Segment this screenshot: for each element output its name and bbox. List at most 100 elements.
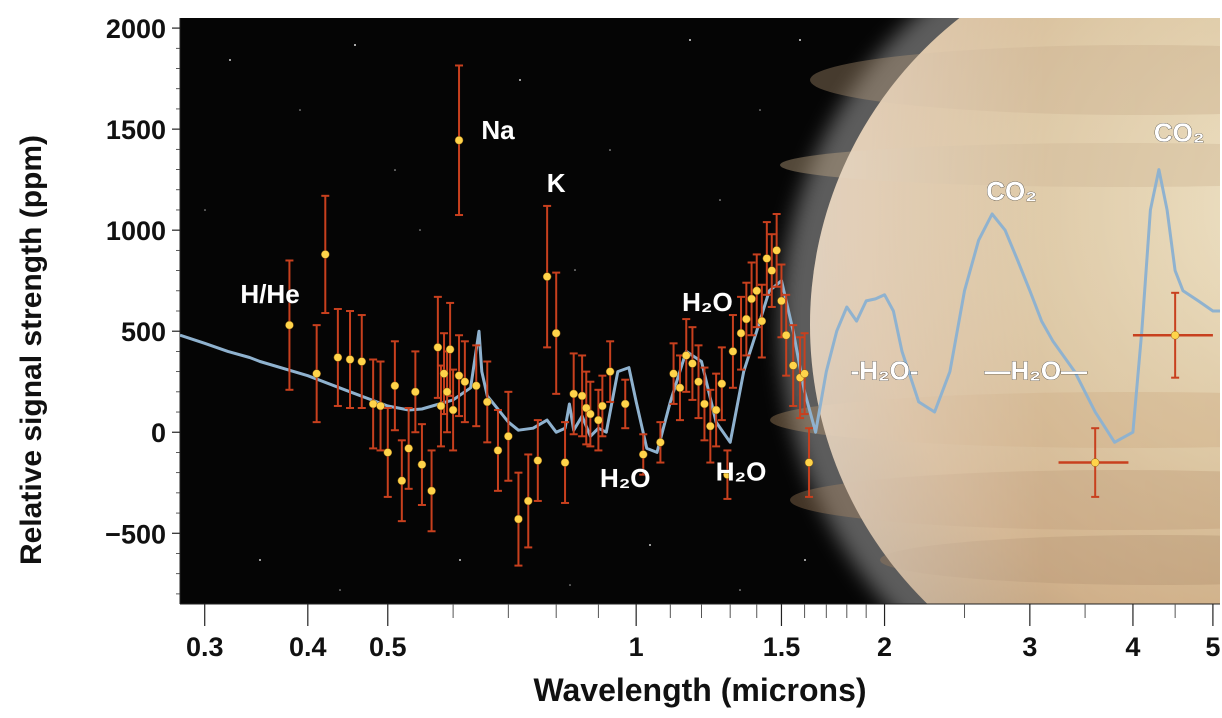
- data-point: [533, 456, 543, 465]
- data-point: [357, 357, 367, 366]
- data-point: [577, 391, 587, 401]
- model-spectrum: [180, 168, 1220, 454]
- data-point: [404, 444, 413, 453]
- y-tick-label: 1500: [106, 115, 166, 145]
- data-point: [762, 254, 772, 263]
- annotation-h2o-band1: -H₂O-: [851, 356, 919, 386]
- data-point: [333, 353, 343, 362]
- data-point: [688, 359, 697, 368]
- data-point: [442, 387, 452, 397]
- data-point: [454, 371, 464, 380]
- x-tick-label: 1.5: [763, 632, 801, 662]
- data-point: [471, 381, 481, 391]
- data-point: [445, 345, 455, 354]
- x-tick-label: 0.4: [289, 632, 327, 662]
- annotation-h2o-mid: H₂O: [682, 287, 733, 317]
- data-point: [706, 421, 715, 431]
- y-tick-label: 0: [151, 418, 166, 448]
- data-point: [504, 432, 513, 441]
- annotation-co2-2: CO₂: [1154, 117, 1205, 147]
- data-point: [1090, 458, 1100, 467]
- data-point: [560, 458, 570, 467]
- y-tick-label: −500: [105, 519, 166, 549]
- data-point: [800, 369, 809, 378]
- x-tick-label: 1: [629, 632, 644, 662]
- data-point: [717, 379, 727, 388]
- y-tick-label: 500: [121, 317, 166, 347]
- data-point: [586, 409, 595, 419]
- annotation-h2o-band2: —H₂O—: [984, 356, 1087, 386]
- data-point: [781, 330, 791, 340]
- data-point: [669, 369, 678, 378]
- data-point: [694, 377, 703, 386]
- data-point: [397, 476, 407, 485]
- y-tick-label: 1000: [106, 216, 166, 246]
- y-tick-label: 2000: [106, 14, 166, 44]
- data-point: [605, 367, 615, 376]
- annotation-hhe: H/He: [240, 279, 299, 309]
- model-spectrum-line: [180, 168, 1220, 454]
- data-point: [700, 399, 709, 409]
- data-point: [752, 286, 761, 296]
- data-point: [460, 377, 470, 386]
- y-axis-title-text: Relative signal strength (ppm): [15, 134, 48, 566]
- data-point: [723, 470, 732, 479]
- data-point: [675, 383, 685, 393]
- annotation-na: Na: [481, 115, 515, 145]
- x-tick-label: 3: [1022, 632, 1037, 662]
- data-point: [594, 415, 603, 425]
- data-point: [736, 328, 746, 338]
- data-point: [639, 450, 648, 459]
- y-axis: 2000 1500 1000 500 0 −500: [105, 14, 181, 604]
- data-point: [383, 448, 393, 457]
- data-point: [524, 496, 533, 506]
- data-point: [368, 399, 378, 409]
- data-point: [1170, 330, 1180, 340]
- data-point: [569, 389, 578, 399]
- annotation-h2o-low1: H₂O: [600, 463, 651, 493]
- x-tick-label: 0.3: [186, 632, 224, 662]
- data-point: [454, 136, 464, 145]
- data-point: [681, 351, 691, 360]
- data-point: [493, 446, 503, 455]
- data-point: [376, 401, 385, 411]
- data-point: [728, 347, 738, 356]
- annotation-k: K: [547, 168, 566, 198]
- data-point: [582, 403, 591, 413]
- data-point: [742, 314, 751, 324]
- data-points: [285, 136, 1180, 524]
- data-point: [483, 397, 492, 407]
- data-point: [711, 405, 721, 415]
- data-point: [285, 320, 294, 330]
- data-point: [656, 438, 665, 447]
- data-point: [767, 266, 777, 275]
- annotations: Na K H/He H₂O H₂O H₂O -H₂O- —H₂O— CO₂ CO₂: [240, 115, 1205, 493]
- planet-illustration: [770, 18, 1220, 604]
- x-axis-title: Wavelength (microns): [533, 672, 867, 708]
- data-point: [439, 369, 449, 378]
- data-point: [514, 514, 523, 524]
- x-axis: 0.3 0.4 0.5 1 1.5 2 3 4 5: [180, 603, 1220, 662]
- data-point: [345, 355, 355, 364]
- data-point: [417, 460, 427, 469]
- x-tick-label: 0.5: [369, 632, 407, 662]
- star-field: [204, 39, 806, 591]
- data-point: [448, 405, 458, 415]
- data-point: [598, 401, 607, 411]
- y-axis-title: Relative signal strength (ppm): [2, 90, 62, 610]
- data-point: [542, 272, 552, 281]
- data-point: [551, 328, 561, 338]
- data-point: [433, 343, 443, 352]
- x-tick-label: 5: [1205, 632, 1220, 662]
- data-point: [772, 246, 781, 255]
- data-point: [312, 369, 321, 378]
- data-point: [747, 294, 756, 304]
- data-point: [427, 486, 436, 496]
- data-point: [788, 361, 798, 370]
- data-point: [436, 401, 446, 411]
- annotation-h2o-low2: H₂O: [716, 457, 767, 487]
- data-point: [321, 250, 330, 259]
- annotation-co2-1: CO₂: [986, 176, 1037, 206]
- data-point: [411, 387, 420, 397]
